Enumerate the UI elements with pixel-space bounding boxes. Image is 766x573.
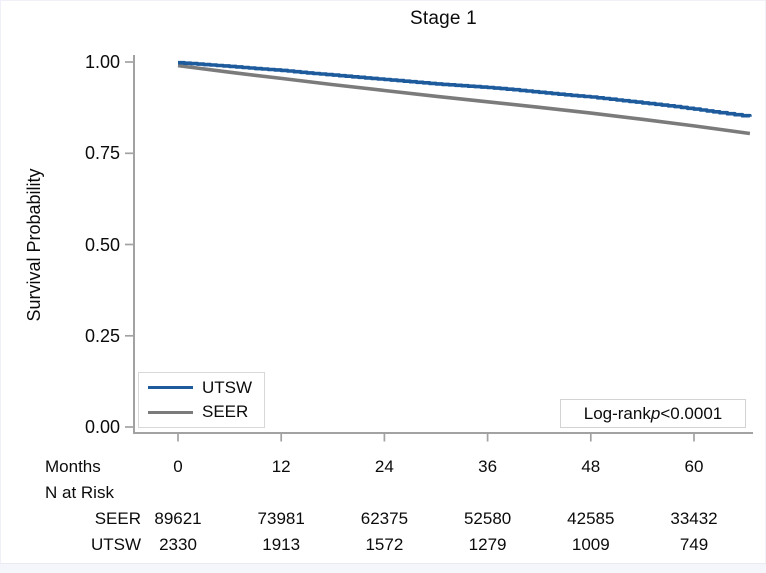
n-at-risk-label: N at Risk bbox=[45, 483, 114, 502]
y-tick-label: 0.50 bbox=[84, 234, 120, 255]
legend-label: SEER bbox=[202, 402, 249, 422]
risk-count-cell: 52580 bbox=[463, 509, 512, 528]
risk-count-cell: 1279 bbox=[468, 535, 507, 554]
logrank-prefix: Log-rank bbox=[583, 403, 651, 423]
y-tick-label: 0.25 bbox=[84, 325, 120, 346]
risk-count-cell: 42585 bbox=[567, 509, 615, 528]
x-tick-label: 60 bbox=[684, 457, 704, 476]
x-tick-label: 12 bbox=[271, 457, 291, 476]
risk-count-cell: 2330 bbox=[159, 535, 197, 554]
risk-count-cell: 33432 bbox=[670, 509, 718, 528]
legend-item-utsw: UTSW bbox=[148, 378, 264, 398]
risk-count-cell: 1009 bbox=[571, 535, 610, 554]
risk-row-label-seer: SEER bbox=[94, 509, 141, 528]
legend-line-swatch bbox=[148, 410, 193, 415]
y-tick-label: 1.00 bbox=[84, 52, 120, 72]
y-tick-label: 0.00 bbox=[84, 417, 120, 437]
logrank-p-symbol: p bbox=[650, 403, 661, 423]
logrank-annotation: Log-rank p <0.0001 bbox=[560, 399, 746, 428]
y-tick-label: 0.75 bbox=[84, 143, 120, 164]
risk-row-label-utsw: UTSW bbox=[90, 535, 141, 554]
legend-item-seer: SEER bbox=[148, 402, 264, 422]
x-tick-label: 36 bbox=[478, 457, 498, 476]
legend-label: UTSW bbox=[202, 377, 253, 397]
bottom-margin-strip bbox=[0, 563, 766, 573]
risk-count-cell: 62375 bbox=[360, 509, 409, 528]
x-tick-label: 24 bbox=[374, 457, 394, 476]
legend-line-swatch bbox=[148, 385, 193, 390]
legend: UTSW SEER bbox=[138, 372, 265, 428]
risk-count-cell: 89621 bbox=[154, 509, 202, 528]
x-tick-label: 48 bbox=[581, 457, 601, 476]
logrank-value: <0.0001 bbox=[660, 403, 723, 423]
risk-count-cell: 73981 bbox=[257, 509, 305, 528]
months-row-label: Months bbox=[45, 457, 101, 476]
x-tick-label: 0 bbox=[173, 457, 183, 476]
risk-count-cell: 1913 bbox=[262, 535, 301, 554]
risk-count-cell: 1572 bbox=[365, 535, 404, 554]
risk-count-cell: 749 bbox=[679, 535, 709, 554]
chart-title: Stage 1 bbox=[410, 8, 477, 29]
